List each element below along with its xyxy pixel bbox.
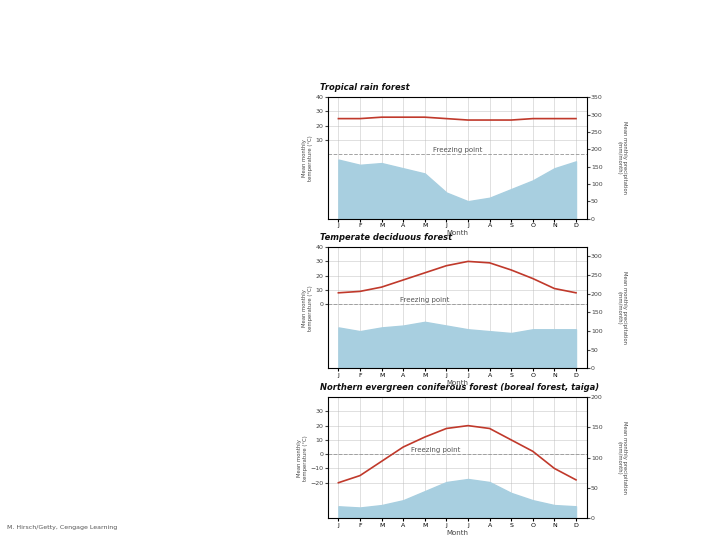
Y-axis label: Mean monthly precipitation
(mm/month): Mean monthly precipitation (mm/month) [616,122,627,194]
Y-axis label: Mean monthly
temperature (°C): Mean monthly temperature (°C) [302,285,312,330]
Text: Northern evergreen coniferous forest (boreal forest, taiga): Northern evergreen coniferous forest (bo… [320,383,600,392]
Y-axis label: Mean monthly
temperature (°C): Mean monthly temperature (°C) [297,435,307,481]
Text: Tropical rain forest: Tropical rain forest [320,83,410,92]
X-axis label: Month: Month [446,530,468,536]
Y-axis label: Mean monthly precipitation
(mm/month): Mean monthly precipitation (mm/month) [616,421,627,494]
Text: Freezing point: Freezing point [400,297,449,303]
Text: Freezing point: Freezing point [433,147,482,153]
Y-axis label: Mean monthly
temperature (°C): Mean monthly temperature (°C) [302,135,312,181]
X-axis label: Month: Month [446,380,468,387]
Text: M. Hirsch/Getty, Cengage Learning: M. Hirsch/Getty, Cengage Learning [7,524,117,530]
Y-axis label: Mean monthly precipitation
(mm/month): Mean monthly precipitation (mm/month) [616,271,627,345]
Text: and Cold Forests: and Cold Forests [13,51,275,79]
Text: Climate Graphs of Tropical, Temperate,: Climate Graphs of Tropical, Temperate, [13,15,624,43]
Text: Freezing point: Freezing point [411,447,460,453]
X-axis label: Month: Month [446,231,468,237]
Text: Temperate deciduous forest: Temperate deciduous forest [320,233,453,242]
